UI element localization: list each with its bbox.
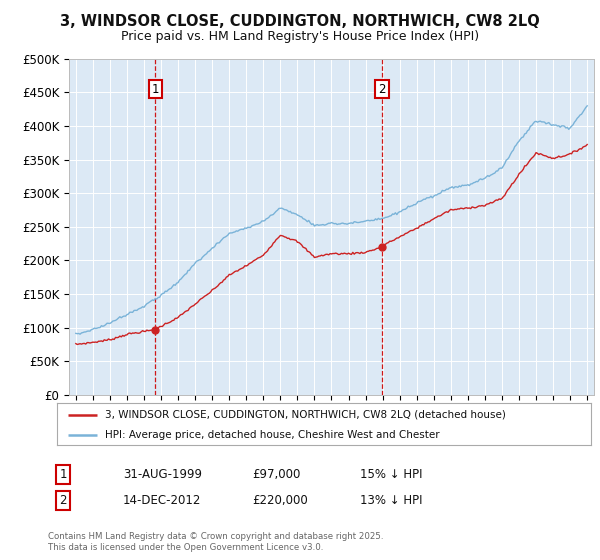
Text: £97,000: £97,000: [252, 468, 301, 481]
Text: 1: 1: [152, 82, 159, 96]
Text: £220,000: £220,000: [252, 493, 308, 507]
Point: [151, 325, 160, 334]
Point: [377, 242, 387, 251]
Text: 2: 2: [59, 493, 67, 507]
Text: HPI: Average price, detached house, Cheshire West and Chester: HPI: Average price, detached house, Ches…: [105, 430, 440, 440]
Text: 3, WINDSOR CLOSE, CUDDINGTON, NORTHWICH, CW8 2LQ (detached house): 3, WINDSOR CLOSE, CUDDINGTON, NORTHWICH,…: [105, 410, 506, 420]
Text: This data is licensed under the Open Government Licence v3.0.: This data is licensed under the Open Gov…: [48, 543, 323, 552]
Text: 15% ↓ HPI: 15% ↓ HPI: [360, 468, 422, 481]
Text: Price paid vs. HM Land Registry's House Price Index (HPI): Price paid vs. HM Land Registry's House …: [121, 30, 479, 43]
Text: 13% ↓ HPI: 13% ↓ HPI: [360, 493, 422, 507]
Text: 3, WINDSOR CLOSE, CUDDINGTON, NORTHWICH, CW8 2LQ: 3, WINDSOR CLOSE, CUDDINGTON, NORTHWICH,…: [60, 14, 540, 29]
Text: 14-DEC-2012: 14-DEC-2012: [123, 493, 202, 507]
Text: 2: 2: [378, 82, 386, 96]
Text: Contains HM Land Registry data © Crown copyright and database right 2025.: Contains HM Land Registry data © Crown c…: [48, 532, 383, 541]
Text: 1: 1: [59, 468, 67, 481]
Text: 31-AUG-1999: 31-AUG-1999: [123, 468, 202, 481]
